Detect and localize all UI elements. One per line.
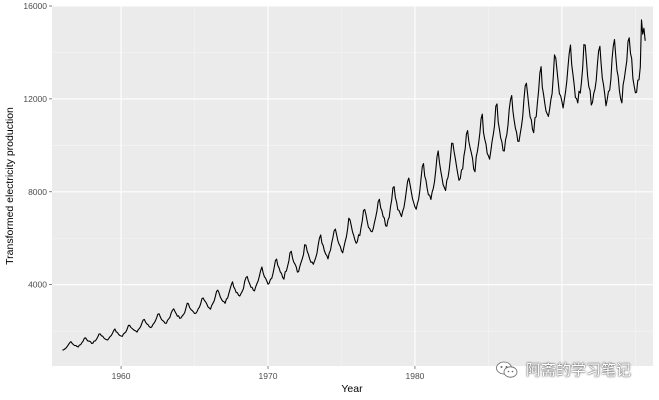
x-tick-label: 1980 [405,371,424,381]
y-axis-title: Transformed electricity production [4,107,16,265]
x-axis-title: Year [341,383,363,395]
minor-gridlines [52,6,653,366]
wechat-icon [496,361,518,378]
y-tick-label: 4000 [28,280,47,290]
x-tick-label: 1970 [259,371,278,381]
plot-panel [52,6,653,366]
electricity-series-line [62,19,646,351]
watermark-text: 阿斋的学习笔记 [526,361,632,379]
x-tick-label: 1960 [112,371,131,381]
y-tick-label: 12000 [23,94,47,104]
y-tick-label: 16000 [23,1,47,11]
y-tick-label: 8000 [28,187,47,197]
major-gridlines [52,5,653,366]
y-tick-labels: 4000 8000 12000 16000 [23,1,47,290]
axis-ticks [49,5,563,369]
x-tick-labels: 1960 1970 1980 [112,371,425,381]
